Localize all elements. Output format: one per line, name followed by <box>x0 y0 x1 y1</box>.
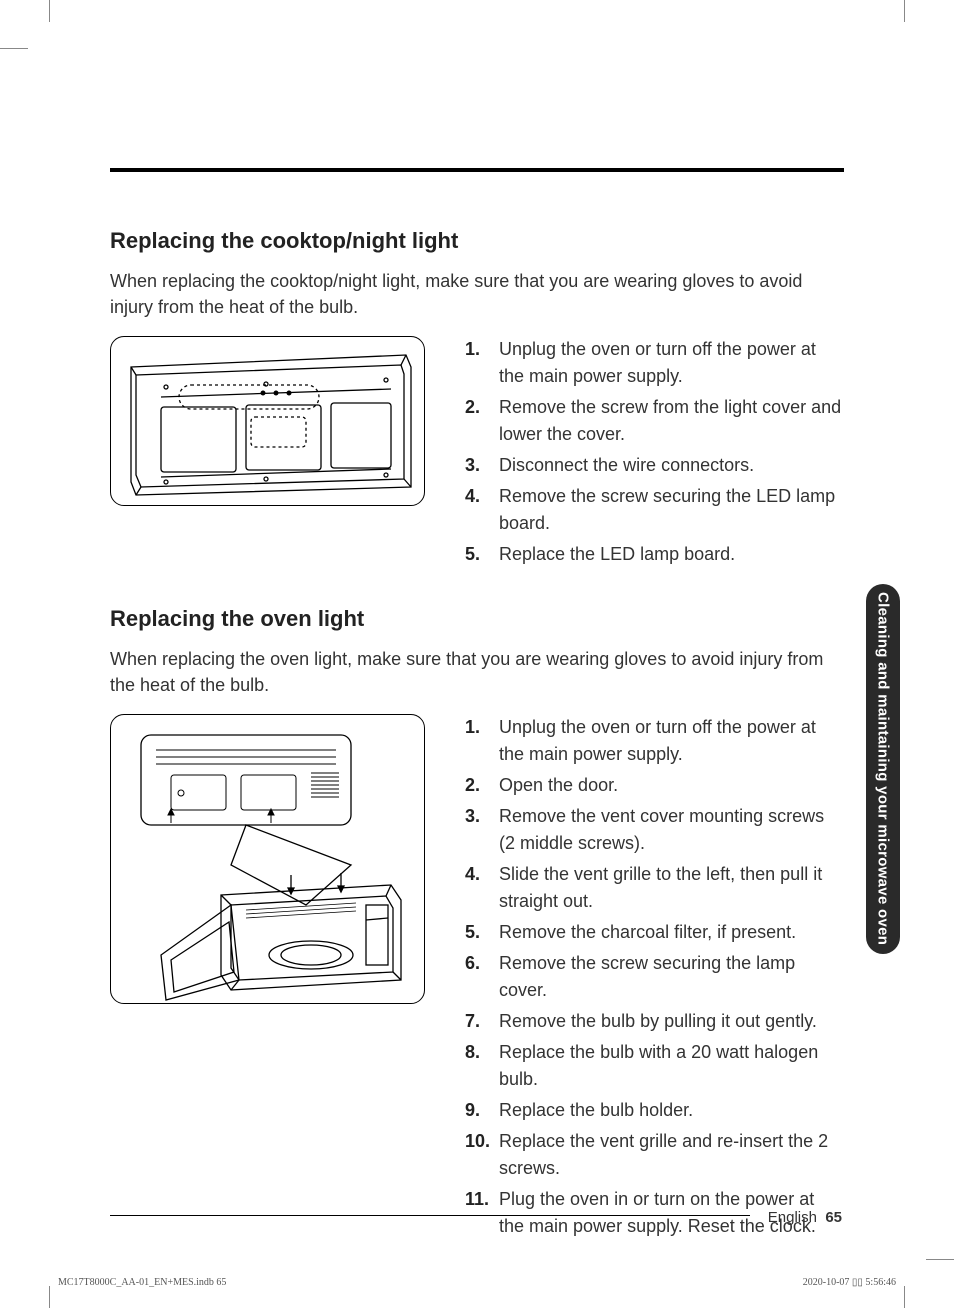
crop-mark <box>49 1286 50 1308</box>
step-item: Unplug the oven or turn off the power at… <box>465 714 844 768</box>
crop-mark <box>904 0 905 22</box>
footer-text: English 65 <box>768 1209 842 1226</box>
crop-mark <box>49 0 50 22</box>
cooktop-illustration <box>110 336 425 506</box>
step-item: Remove the screw securing the lamp cover… <box>465 950 844 1004</box>
step-item: Remove the screw securing the LED lamp b… <box>465 483 844 537</box>
step-item: Open the door. <box>465 772 844 799</box>
step-item: Slide the vent grille to the left, then … <box>465 861 844 915</box>
section1-intro: When replacing the cooktop/night light, … <box>110 268 844 320</box>
oven-illustration <box>110 714 425 1004</box>
top-rule <box>110 168 844 172</box>
section1-row: Unplug the oven or turn off the power at… <box>110 336 844 572</box>
side-tab-label: Cleaning and maintaining your microwave … <box>875 592 892 945</box>
step-item: Remove the vent cover mounting screws (2… <box>465 803 844 857</box>
step-item: Replace the bulb holder. <box>465 1097 844 1124</box>
section2-row: Unplug the oven or turn off the power at… <box>110 714 844 1244</box>
step-item: Replace the LED lamp board. <box>465 541 844 568</box>
side-tab: Cleaning and maintaining your microwave … <box>866 584 900 954</box>
step-item: Replace the bulb with a 20 watt halogen … <box>465 1039 844 1093</box>
crop-mark <box>0 48 28 49</box>
step-item: Remove the screw from the light cover an… <box>465 394 844 448</box>
step-item: Replace the vent grille and re-insert th… <box>465 1128 844 1182</box>
crop-mark <box>926 1259 954 1260</box>
step-item: Disconnect the wire connectors. <box>465 452 844 479</box>
meta-right: 2020-10-07 ▯▯ 5:56:46 <box>803 1277 896 1288</box>
step-item: Unplug the oven or turn off the power at… <box>465 336 844 390</box>
meta-left: MC17T8000C_AA-01_EN+MES.indb 65 <box>58 1277 226 1288</box>
footer-page: 65 <box>825 1209 842 1226</box>
section2-heading: Replacing the oven light <box>110 606 844 632</box>
section2-intro: When replacing the oven light, make sure… <box>110 646 844 698</box>
section1-steps: Unplug the oven or turn off the power at… <box>465 336 844 572</box>
section1-heading: Replacing the cooktop/night light <box>110 228 844 254</box>
section2-steps: Unplug the oven or turn off the power at… <box>465 714 844 1244</box>
step-item: Remove the bulb by pulling it out gently… <box>465 1008 844 1035</box>
footer-rule <box>110 1215 750 1216</box>
step-item: Remove the charcoal filter, if present. <box>465 919 844 946</box>
footer-language: English <box>768 1209 817 1226</box>
page-content: Replacing the cooktop/night light When r… <box>110 168 844 1278</box>
crop-mark <box>904 1286 905 1308</box>
